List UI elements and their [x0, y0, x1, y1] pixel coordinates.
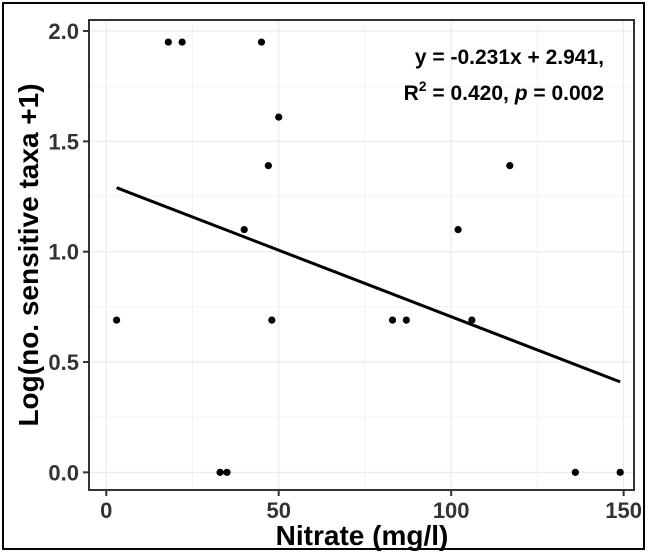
p-value: = 0.002	[528, 82, 604, 105]
data-point	[571, 468, 579, 476]
plot-border	[88, 19, 635, 491]
regression-line-group	[116, 186, 621, 384]
data-point	[240, 226, 248, 234]
gridlines	[89, 20, 634, 490]
y-tick-label: 0.5	[48, 350, 79, 375]
axis-ticks: 0 50 100 150 0.0 0.5 1.0 1.5 2.0	[48, 19, 642, 523]
data-point	[506, 162, 514, 170]
y-tick-label: 1.0	[48, 240, 79, 265]
p-label: p	[514, 82, 528, 105]
data-point	[402, 316, 410, 324]
y-tick-label: 2.0	[48, 19, 79, 44]
r-value: = 0.420,	[427, 82, 515, 105]
data-points	[112, 38, 624, 476]
x-tick-label: 50	[266, 498, 290, 523]
data-point	[112, 316, 121, 324]
x-axis-title: Nitrate (mg/l)	[276, 520, 449, 551]
data-point	[468, 316, 476, 324]
data-point	[223, 468, 231, 476]
equation-annotation: y = -0.231x + 2.941,	[415, 46, 604, 69]
data-point	[164, 38, 172, 46]
data-point	[216, 468, 224, 476]
data-point	[275, 113, 283, 121]
y-axis-title: Log(no. sensitive taxa +1)	[13, 83, 44, 426]
data-point	[257, 38, 266, 46]
data-point	[178, 38, 186, 46]
r-superscript: 2	[419, 78, 427, 94]
data-point	[388, 316, 397, 324]
plot-background	[89, 20, 634, 490]
y-tick-label: 1.5	[48, 129, 79, 154]
regression-line	[116, 186, 621, 384]
data-point	[616, 468, 624, 476]
data-point	[264, 162, 272, 170]
data-point	[268, 316, 276, 324]
x-tick-label: 150	[605, 498, 642, 523]
r-label: R	[404, 82, 419, 105]
x-tick-label: 0	[100, 498, 112, 523]
x-tick-label: 100	[433, 498, 470, 523]
y-tick-label: 0.0	[48, 460, 79, 485]
stats-annotation: R2 = 0.420, p = 0.002	[404, 78, 604, 105]
data-point	[454, 226, 462, 234]
